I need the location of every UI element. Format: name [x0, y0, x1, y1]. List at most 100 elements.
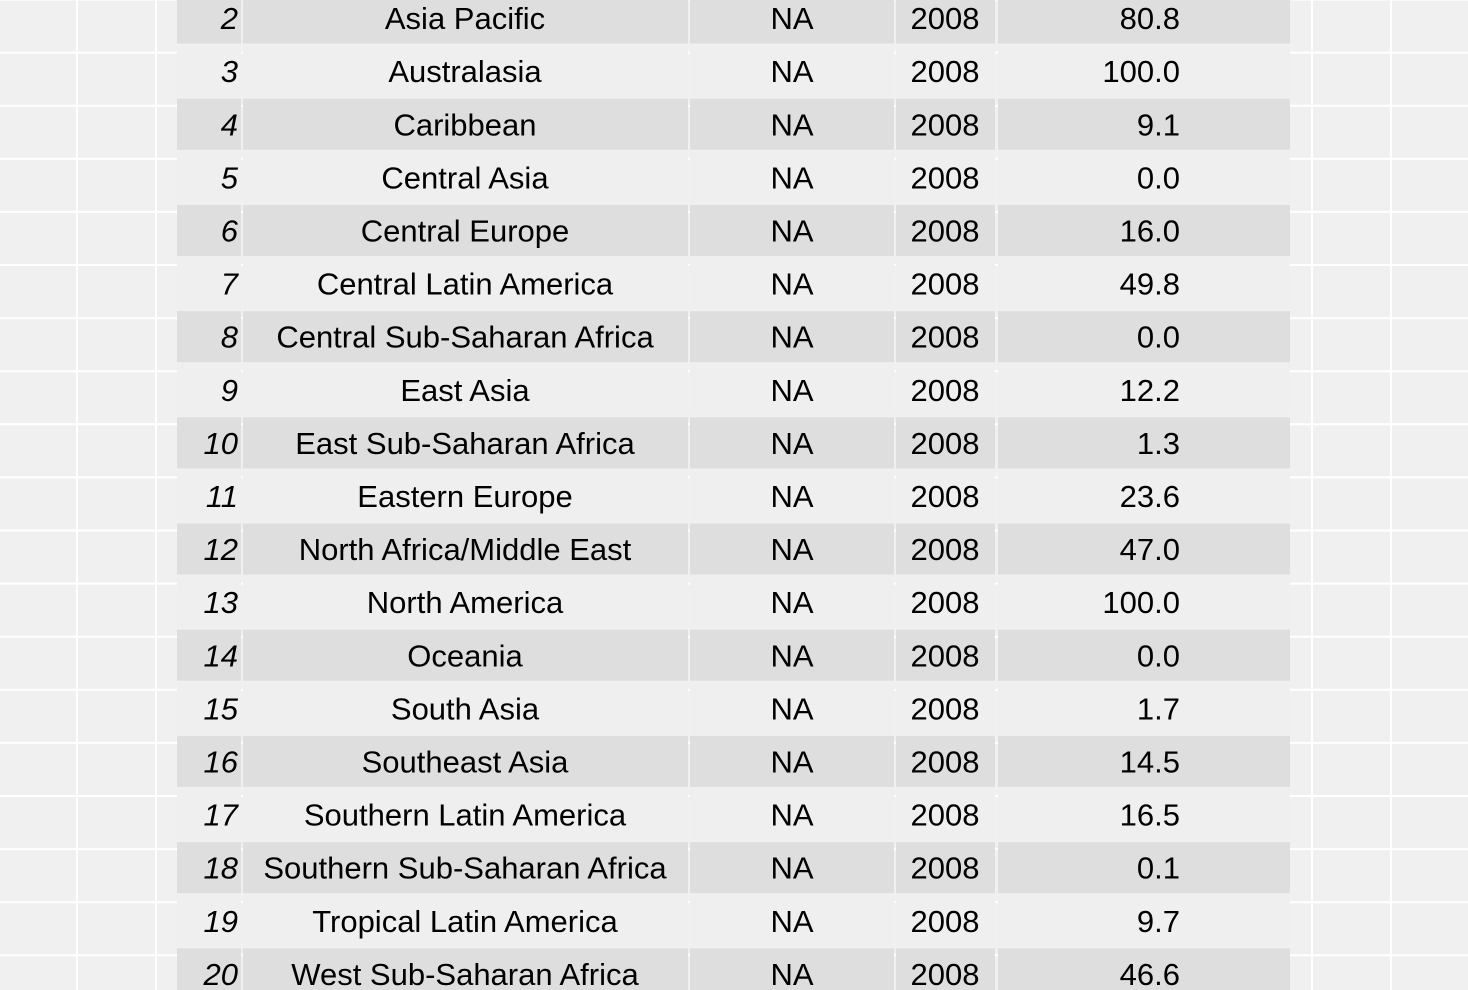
na-cell: NA	[770, 851, 813, 886]
region-cell: Caribbean	[393, 107, 536, 142]
row-index-bg	[177, 151, 241, 203]
row-index: 11	[206, 479, 238, 514]
row-index: 12	[204, 532, 238, 567]
value-cell: 12.2	[1120, 373, 1180, 408]
region-cell-bg	[243, 948, 688, 990]
na-cell-bg	[690, 0, 894, 44]
value-cell-bg	[998, 895, 1290, 947]
na-cell: NA	[770, 479, 813, 514]
region-cell-bg	[243, 204, 688, 256]
na-cell: NA	[770, 957, 813, 990]
value-cell-bg	[998, 311, 1290, 363]
value-cell-bg	[998, 364, 1290, 416]
na-cell: NA	[770, 267, 813, 302]
value-cell: 1.7	[1137, 691, 1180, 726]
value-cell: 9.7	[1137, 904, 1180, 939]
year-cell-bg	[896, 98, 995, 150]
region-cell: Southeast Asia	[362, 744, 570, 779]
year-cell-bg	[896, 735, 995, 787]
region-cell-bg	[243, 0, 688, 44]
na-cell-bg	[690, 470, 894, 522]
value-cell-bg	[998, 0, 1290, 44]
na-cell-bg	[690, 789, 894, 841]
na-cell: NA	[770, 160, 813, 195]
year-cell: 2008	[911, 798, 980, 833]
region-cell-bg	[243, 470, 688, 522]
table-row: 20 West Sub-Saharan Africa NA 2008 46.6	[177, 948, 1290, 990]
region-cell: Central Europe	[361, 213, 570, 248]
na-cell: NA	[770, 107, 813, 142]
row-index: 9	[221, 373, 238, 408]
table-row: 9 East Asia NA 2008 12.2	[177, 364, 1290, 416]
row-index: 3	[221, 54, 238, 89]
value-cell: 47.0	[1120, 532, 1180, 567]
year-cell-bg	[896, 417, 995, 469]
region-cell: Central Latin America	[317, 267, 614, 302]
na-cell-bg	[690, 311, 894, 363]
year-cell: 2008	[911, 213, 980, 248]
year-cell: 2008	[911, 904, 980, 939]
table-row: 14 Oceania NA 2008 0.0	[177, 629, 1290, 681]
value-cell-bg	[998, 417, 1290, 469]
row-index-bg	[177, 311, 241, 363]
row-index: 14	[204, 638, 238, 673]
row-index: 2	[220, 1, 238, 36]
table-row: 4 Caribbean NA 2008 9.1	[177, 98, 1290, 150]
year-cell-bg	[896, 948, 995, 990]
row-index: 10	[204, 426, 238, 461]
value-cell: 80.8	[1120, 1, 1180, 36]
row-index: 17	[204, 798, 240, 833]
region-cell-bg	[243, 45, 688, 97]
row-index: 16	[204, 744, 239, 779]
row-index: 5	[221, 160, 239, 195]
table-row: 3 Australasia NA 2008 100.0	[177, 45, 1290, 97]
row-index-bg	[177, 735, 241, 787]
row-index-bg	[177, 98, 241, 150]
row-index: 7	[221, 267, 240, 302]
na-cell: NA	[770, 320, 813, 355]
row-index-bg	[177, 895, 241, 947]
year-cell: 2008	[911, 267, 980, 302]
region-cell-bg	[243, 682, 688, 734]
value-cell: 0.1	[1137, 851, 1180, 886]
na-cell: NA	[770, 904, 813, 939]
value-cell: 9.1	[1137, 107, 1180, 142]
region-cell: North Africa/Middle East	[299, 532, 632, 567]
na-cell: NA	[770, 213, 813, 248]
region-cell: Central Asia	[381, 160, 549, 195]
value-cell-bg	[998, 470, 1290, 522]
row-index-bg	[177, 364, 241, 416]
na-cell-bg	[690, 629, 894, 681]
na-cell-bg	[690, 258, 894, 310]
region-cell-bg	[243, 98, 688, 150]
value-cell: 16.5	[1120, 798, 1180, 833]
value-cell-bg	[998, 151, 1290, 203]
value-cell-bg	[998, 682, 1290, 734]
region-cell: East Sub-Saharan Africa	[295, 426, 635, 461]
row-index-bg	[177, 0, 241, 44]
region-cell-bg	[243, 364, 688, 416]
region-cell: Southern Sub-Saharan Africa	[263, 851, 667, 886]
row-index-bg	[177, 576, 241, 628]
table-row: 5 Central Asia NA 2008 0.0	[177, 151, 1290, 203]
value-cell: 100.0	[1102, 54, 1180, 89]
na-cell: NA	[770, 798, 813, 833]
table-row: 2 Asia Pacific NA 2008 80.8	[177, 0, 1290, 44]
region-cell-bg	[243, 629, 688, 681]
year-cell: 2008	[911, 54, 980, 89]
year-cell-bg	[896, 204, 995, 256]
region-cell-bg	[243, 258, 688, 310]
na-cell-bg	[690, 417, 894, 469]
value-cell-bg	[998, 735, 1290, 787]
na-cell-bg	[690, 735, 894, 787]
value-cell-bg	[998, 576, 1290, 628]
value-cell-bg	[998, 789, 1290, 841]
value-cell-bg	[998, 258, 1290, 310]
na-cell-bg	[690, 948, 894, 990]
row-index-bg	[177, 842, 241, 894]
table-row: 16 Southeast Asia NA 2008 14.5	[177, 735, 1290, 787]
region-cell: Central Sub-Saharan Africa	[276, 320, 654, 355]
value-cell: 1.3	[1137, 426, 1180, 461]
year-cell-bg	[896, 842, 995, 894]
